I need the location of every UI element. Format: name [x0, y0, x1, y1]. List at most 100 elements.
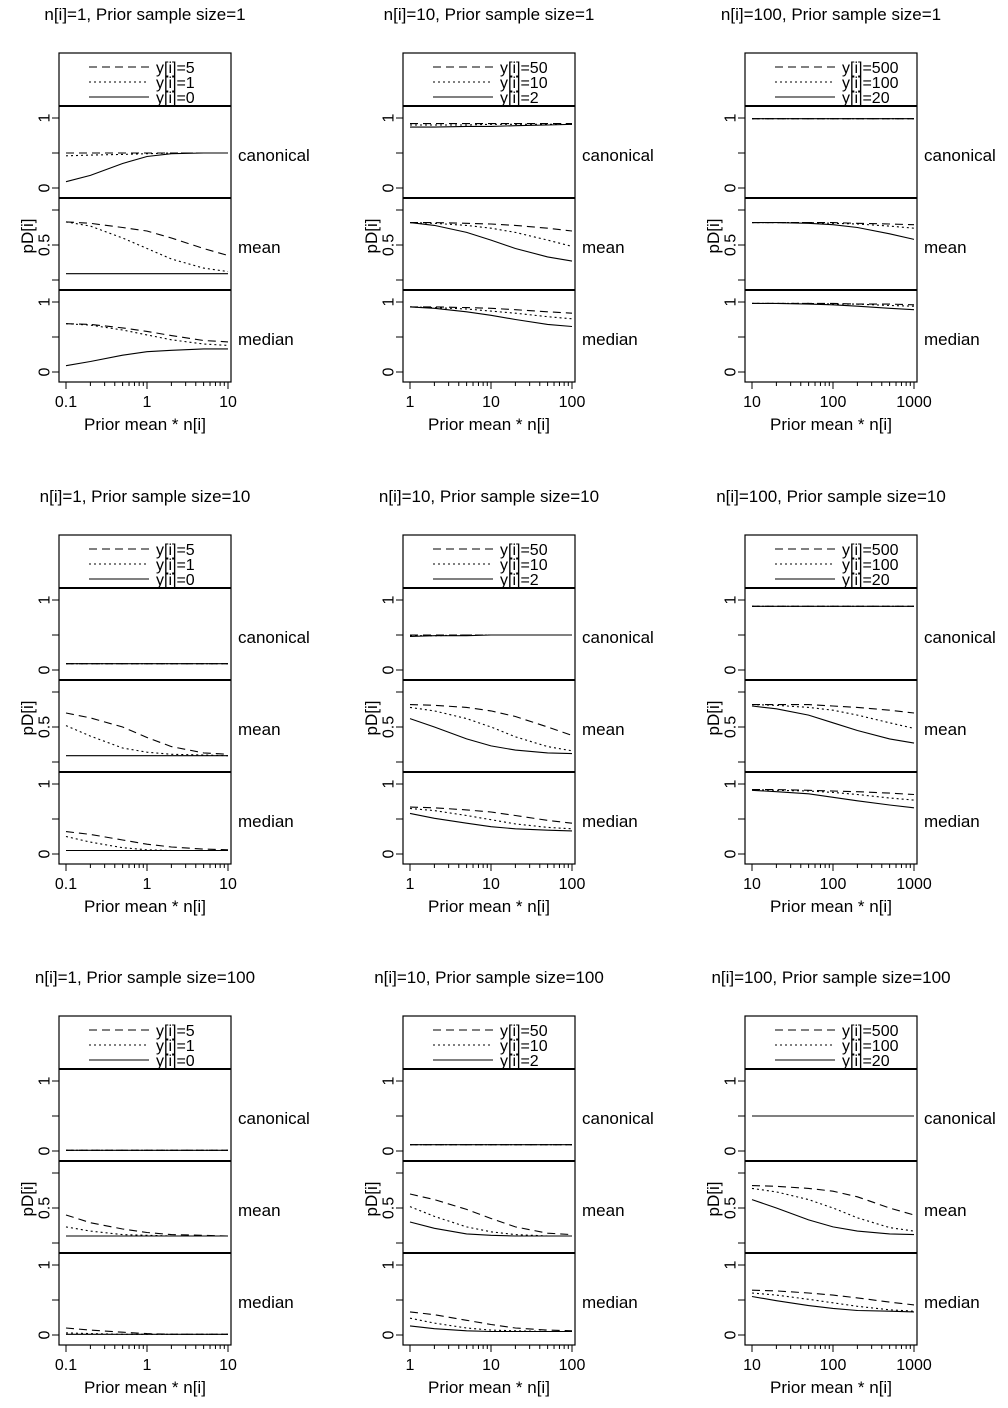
- x-axis-label: Prior mean * n[i]: [770, 897, 892, 916]
- y-axis-label: pD[i]: [362, 219, 381, 254]
- y-tick-label: 0.5: [37, 716, 54, 738]
- y-tick-label: 1: [723, 595, 740, 604]
- row-label-median: median: [582, 1293, 638, 1312]
- legend-label: y[i]=500: [842, 1023, 899, 1040]
- x-axis-label: Prior mean * n[i]: [84, 1378, 206, 1397]
- x-tick-label: 0.1: [55, 1357, 77, 1374]
- plot-frame: [58, 1015, 232, 1346]
- series-line-median-1: [65, 1327, 228, 1335]
- series-line-median-3: [409, 306, 573, 328]
- y-tick-label: 1: [381, 1076, 398, 1085]
- chart-8: n[i]=10, Prior sample size=100y[i]=50y[i…: [362, 968, 654, 1397]
- y-tick-label: 1: [723, 1260, 740, 1269]
- series-line-canonical-3: [410, 123, 573, 128]
- series-line-median-2: [65, 835, 228, 852]
- y-tick-label: 1: [723, 113, 740, 122]
- series-line-median-3: [751, 1295, 915, 1313]
- x-tick-label: 1: [406, 394, 415, 411]
- series-line-median-3: [65, 348, 228, 367]
- series-line-mean-1: [65, 221, 229, 257]
- y-tick-label: 1: [723, 1076, 740, 1085]
- x-tick-label: 10: [743, 876, 761, 893]
- y-tick-label: 1: [37, 1076, 54, 1085]
- plot-frame: [58, 534, 232, 865]
- y-tick-label: 0.5: [723, 716, 740, 738]
- row-label-canonical: canonical: [924, 146, 996, 165]
- y-tick-label: 1: [723, 779, 740, 788]
- x-tick-label: 1: [143, 876, 152, 893]
- series-line-median-1: [65, 323, 229, 343]
- series-line-median-1: [410, 306, 573, 314]
- legend-label: y[i]=50: [500, 60, 548, 77]
- chart-5: n[i]=10, Prior sample size=10y[i]=50y[i]…: [362, 487, 654, 916]
- x-tick-label: 1000: [896, 394, 932, 411]
- y-tick-label: 0.5: [381, 1197, 398, 1219]
- series-line-mean-2: [65, 221, 229, 273]
- row-label-mean: mean: [582, 720, 625, 739]
- y-tick-label: 1: [37, 297, 54, 306]
- y-tick-label: 1: [381, 297, 398, 306]
- series-line-median-1: [751, 1289, 915, 1306]
- series-line-mean-1: [410, 222, 573, 232]
- chart-title: n[i]=100, Prior sample size=1: [721, 5, 941, 24]
- legend-label: y[i]=500: [842, 60, 899, 77]
- legend-label: y[i]=20: [842, 1053, 890, 1070]
- row-label-median: median: [924, 330, 980, 349]
- row-label-mean: mean: [924, 720, 967, 739]
- series-line-mean-1: [751, 1185, 915, 1216]
- x-tick-label: 100: [820, 1357, 847, 1374]
- x-axis-label: Prior mean * n[i]: [428, 415, 550, 434]
- series-line-median-1: [752, 789, 915, 796]
- y-tick-label: 0.5: [723, 234, 740, 256]
- legend-label: y[i]=5: [156, 542, 195, 559]
- series-line-median-2: [751, 789, 915, 801]
- row-label-median: median: [924, 812, 980, 831]
- series-line-mean-2: [409, 1206, 572, 1237]
- x-tick-label: 1: [406, 1357, 415, 1374]
- x-axis-label: Prior mean * n[i]: [770, 415, 892, 434]
- y-tick-label: 1: [37, 595, 54, 604]
- row-label-mean: mean: [582, 238, 625, 257]
- series-line-mean-3: [752, 222, 915, 240]
- y-axis-label: pD[i]: [704, 219, 723, 254]
- x-tick-label: 1: [143, 394, 152, 411]
- series-line-median-2: [65, 323, 229, 346]
- chart-title: n[i]=100, Prior sample size=100: [711, 968, 950, 987]
- y-tick-label: 0: [723, 1330, 740, 1339]
- series-line-median-3: [751, 789, 915, 809]
- series-line-median-3: [752, 302, 915, 311]
- y-tick-label: 0: [37, 367, 54, 376]
- legend-label: y[i]=1: [156, 75, 195, 92]
- row-label-mean: mean: [238, 238, 281, 257]
- series-line-mean-2: [409, 222, 573, 247]
- y-axis-label: pD[i]: [704, 1182, 723, 1217]
- series-line-mean-2: [409, 706, 573, 752]
- row-label-median: median: [924, 1293, 980, 1312]
- y-tick-label: 1: [37, 113, 54, 122]
- x-tick-label: 10: [482, 1357, 500, 1374]
- legend-label: y[i]=10: [500, 557, 548, 574]
- legend-label: y[i]=50: [500, 542, 548, 559]
- x-axis-label: Prior mean * n[i]: [84, 415, 206, 434]
- x-tick-label: 10: [482, 394, 500, 411]
- y-tick-label: 0: [723, 183, 740, 192]
- x-tick-label: 10: [482, 876, 500, 893]
- x-tick-label: 100: [820, 394, 847, 411]
- y-axis-label: pD[i]: [18, 701, 37, 736]
- x-tick-label: 1000: [896, 876, 932, 893]
- chart-title: n[i]=1, Prior sample size=1: [44, 5, 245, 24]
- row-label-canonical: canonical: [238, 628, 310, 647]
- x-tick-label: 1000: [896, 1357, 932, 1374]
- row-label-canonical: canonical: [924, 628, 996, 647]
- plot-frame: [58, 52, 232, 383]
- legend-label: y[i]=2: [500, 90, 539, 107]
- chart-7: n[i]=1, Prior sample size=100y[i]=5y[i]=…: [18, 968, 310, 1397]
- row-label-canonical: canonical: [238, 1109, 310, 1128]
- x-axis-label: Prior mean * n[i]: [84, 897, 206, 916]
- series-line-canonical-3: [409, 634, 572, 637]
- series-line-mean-1: [752, 222, 915, 226]
- legend-label: y[i]=0: [156, 90, 195, 107]
- y-tick-label: 0: [381, 183, 398, 192]
